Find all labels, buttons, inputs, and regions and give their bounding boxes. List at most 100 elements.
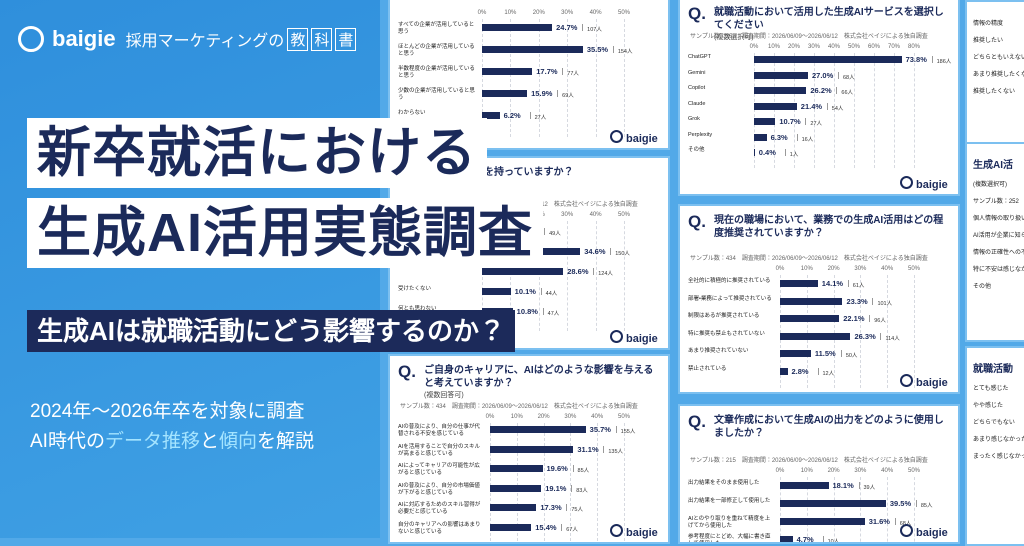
- value-label: 10.7%: [779, 117, 801, 126]
- grid-line: [914, 275, 915, 388]
- grid-line: [567, 221, 569, 331]
- bar: [490, 445, 574, 453]
- card-brand: baigie: [610, 524, 658, 539]
- bar: [490, 504, 537, 511]
- value-label: 11.5%: [814, 349, 836, 358]
- category-label: 半数程度の企業が活用していると思う: [398, 66, 475, 79]
- grid-line: [833, 477, 835, 542]
- grid-line: [860, 477, 862, 542]
- category-label: Grok: [688, 116, 700, 122]
- side-card-item: その他: [973, 284, 992, 290]
- category-label: Claude: [688, 100, 706, 107]
- bar: [780, 482, 829, 489]
- count-label: 27人: [534, 115, 547, 121]
- x-tick-label: 30%: [561, 10, 574, 16]
- value-label: 6.2%: [503, 111, 521, 120]
- side-card-item: あまり推奨したくない: [973, 72, 1024, 78]
- side-card-item: とても感じた: [973, 386, 1009, 392]
- card-brand: baigie: [900, 176, 948, 191]
- bar: [482, 288, 511, 295]
- x-tick-label: 50%: [907, 468, 921, 474]
- x-tick-label: 40%: [881, 468, 894, 474]
- value-label: 31.1%: [577, 444, 599, 454]
- question-note: (複数回答可): [424, 392, 464, 399]
- value-label: 2.8%: [791, 366, 809, 376]
- grid-line: [914, 477, 915, 542]
- grid-line: [510, 221, 512, 331]
- separator: [529, 112, 531, 119]
- x-tick-label: 50%: [617, 10, 631, 16]
- value-label: 17.3%: [540, 503, 562, 512]
- grid-line: [833, 275, 835, 388]
- x-tick-label: 50%: [617, 212, 631, 218]
- value-label: 19.1%: [545, 483, 567, 493]
- survey-meta: サンプル数：252 調査期間：2026/06/09〜2026/06/12 株式会…: [690, 34, 928, 40]
- separator: [593, 268, 595, 275]
- grid-line: [914, 53, 915, 168]
- category-label: AIを活用することで自分のスキルが高まると感じている: [398, 443, 481, 457]
- count-label: 50人: [845, 353, 858, 359]
- subtitle: 生成AIは就職活動にどう影響するのか？: [27, 310, 516, 352]
- card-brand: baigie: [900, 374, 948, 389]
- category-label: 参考程度にとどめ、大幅に書き直して使用した: [688, 534, 771, 544]
- grid-line: [567, 19, 569, 137]
- separator: [571, 484, 573, 492]
- bar: [754, 56, 902, 63]
- bar: [754, 71, 808, 79]
- survey-meta: サンプル数：434 調査期間：2026/06/09〜2026/06/12 株式会…: [690, 256, 928, 262]
- side-card-item: AI活用が企業に知られてネガティブな印象を: [973, 233, 1024, 239]
- x-tick-label: 40%: [881, 266, 894, 272]
- grid-line: [597, 423, 599, 542]
- count-label: 39人: [863, 485, 876, 491]
- value-label: 26.3%: [854, 331, 876, 341]
- count-label: 54人: [831, 105, 844, 112]
- separator: [836, 87, 838, 94]
- x-tick-label: 20%: [827, 266, 840, 272]
- logo-brand: baigie: [52, 26, 116, 51]
- separator: [566, 504, 568, 511]
- description-text: AI時代の: [30, 431, 105, 452]
- x-tick-label: 10%: [504, 10, 517, 16]
- category-label: Perplexity: [688, 131, 713, 138]
- x-tick-label: 30%: [561, 212, 574, 218]
- x-tick-label: 0%: [775, 266, 785, 272]
- grid-line: [543, 423, 545, 542]
- value-label: 23.3%: [846, 296, 868, 306]
- count-label: 61人: [852, 283, 865, 289]
- bar: [780, 332, 851, 340]
- value-label: 21.4%: [800, 101, 823, 111]
- separator: [847, 280, 849, 287]
- category-label: 全社的に積極的に推奨されている: [688, 278, 771, 284]
- side-card-item: (複数選択可): [973, 182, 1007, 188]
- side-card-item: あまり感じなかった: [973, 437, 1024, 443]
- x-tick-label: 20%: [787, 44, 801, 50]
- count-label: 114人: [885, 335, 900, 342]
- category-label: すべての企業が活用していると思う: [398, 22, 475, 35]
- grid-line: [887, 275, 889, 388]
- count-label: 186人: [936, 59, 952, 65]
- value-label: 10.8%: [516, 307, 538, 316]
- x-tick-label: 20%: [827, 468, 840, 474]
- bar: [490, 523, 532, 531]
- grid-line: [887, 477, 889, 542]
- bar: [780, 297, 843, 305]
- separator: [817, 367, 819, 375]
- grid-line: [624, 221, 625, 331]
- bar: [780, 518, 865, 525]
- side-card-item: 個人情報の取り扱いへの不: [973, 216, 1024, 222]
- grid-line: [806, 477, 808, 542]
- value-label: 28.6%: [567, 267, 589, 276]
- question: のような印象を持っていますか？: [424, 167, 574, 178]
- value-label: 73.8%: [905, 55, 927, 64]
- grid-line: [624, 19, 625, 137]
- description-text: 2024年〜2026年卒を対象に調査: [30, 401, 305, 422]
- x-tick-label: 70%: [887, 44, 901, 50]
- logo-icon: [18, 26, 44, 52]
- value-label: 22.1%: [843, 314, 865, 323]
- value-label: 24.7%: [556, 23, 578, 32]
- grid-line: [854, 53, 855, 168]
- grid-line: [780, 275, 781, 388]
- separator: [796, 133, 798, 141]
- question: 就職活動において活用した生成AIサービスを選択してください: [714, 7, 944, 31]
